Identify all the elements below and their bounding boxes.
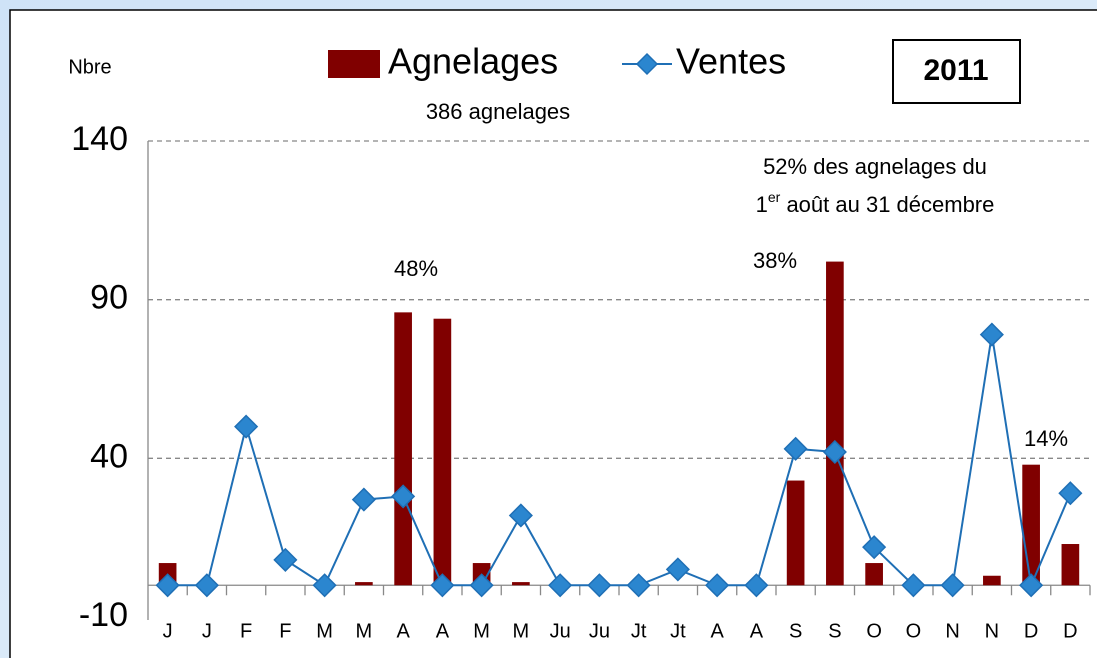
marker (1058, 481, 1083, 506)
x-tick-label: A (396, 620, 410, 642)
marker (783, 436, 808, 461)
marker (351, 487, 376, 512)
x-tick-label: S (828, 620, 841, 642)
marker (155, 573, 180, 598)
x-tick-label: A (750, 620, 764, 642)
x-tick-label: F (279, 620, 291, 642)
marker (430, 573, 455, 598)
x-tick-label: M (356, 620, 373, 642)
x-tick-label: S (789, 620, 802, 642)
marker (508, 503, 533, 528)
y-tick-label: 90 (90, 279, 128, 317)
marker (1019, 573, 1044, 598)
annotation-part: août au 31 décembre (780, 192, 994, 217)
marker (744, 573, 769, 598)
marker (273, 547, 298, 572)
y-label: Nbre (68, 56, 111, 78)
marker (665, 557, 690, 582)
legend-swatch (635, 52, 659, 76)
legend-label: Agnelages (388, 41, 558, 82)
x-tick-label: J (202, 620, 212, 642)
marker (391, 484, 416, 509)
bar (512, 582, 530, 586)
bar (786, 480, 805, 586)
x-tick-label: A (436, 620, 450, 642)
marker (979, 322, 1004, 347)
annotation: 38% (753, 248, 797, 273)
marker (194, 573, 219, 598)
x-tick-label: M (316, 620, 333, 642)
y-tick-label: -10 (79, 596, 128, 634)
annotation-sup: er (768, 189, 781, 205)
x-tick-label: M (473, 620, 490, 642)
bar (826, 261, 844, 586)
marker (901, 573, 926, 598)
x-tick-label: O (906, 620, 922, 642)
marker (548, 573, 573, 598)
marker (587, 573, 612, 598)
x-tick-label: M (513, 620, 530, 642)
y-tick-label: 140 (71, 120, 128, 158)
year-box (892, 39, 1021, 104)
x-tick-label: F (240, 620, 252, 642)
annotation: 386 agnelages (426, 99, 570, 124)
annotation-part: 1 (756, 192, 768, 217)
bar (355, 582, 373, 586)
x-tick-label: D (1063, 620, 1077, 642)
legend-label: Ventes (676, 41, 786, 82)
marker (469, 573, 494, 598)
marker (626, 573, 651, 598)
x-tick-label: J (163, 620, 173, 642)
marker (705, 573, 730, 598)
legend-swatch (328, 50, 380, 78)
x-tick-label: N (945, 620, 959, 642)
bar (1022, 464, 1040, 586)
annotation: 52% des agnelages du (763, 154, 987, 179)
annotation: 1er août au 31 décembre (756, 189, 995, 217)
annotation: 14% (1024, 426, 1068, 451)
x-tick-label: D (1024, 620, 1038, 642)
x-tick-label: O (866, 620, 882, 642)
x-tick-label: Jt (670, 620, 686, 642)
x-tick-label: N (985, 620, 999, 642)
annotation: 48% (394, 256, 438, 281)
marker (822, 439, 847, 465)
marker (862, 535, 887, 560)
x-tick-label: Jt (631, 620, 647, 642)
bar (394, 312, 412, 586)
y-tick-label: 40 (90, 437, 128, 475)
bar (433, 318, 452, 586)
x-tick-label: Ju (550, 620, 571, 642)
marker (234, 414, 259, 439)
marker (312, 573, 337, 598)
bar (1061, 544, 1080, 586)
x-tick-label: Ju (589, 620, 610, 642)
bar (983, 575, 1001, 586)
year-label: 2011 (923, 54, 988, 87)
bar (865, 563, 883, 586)
marker (940, 573, 965, 598)
plot-frame (9, 9, 1097, 658)
x-tick-label: A (710, 620, 724, 642)
